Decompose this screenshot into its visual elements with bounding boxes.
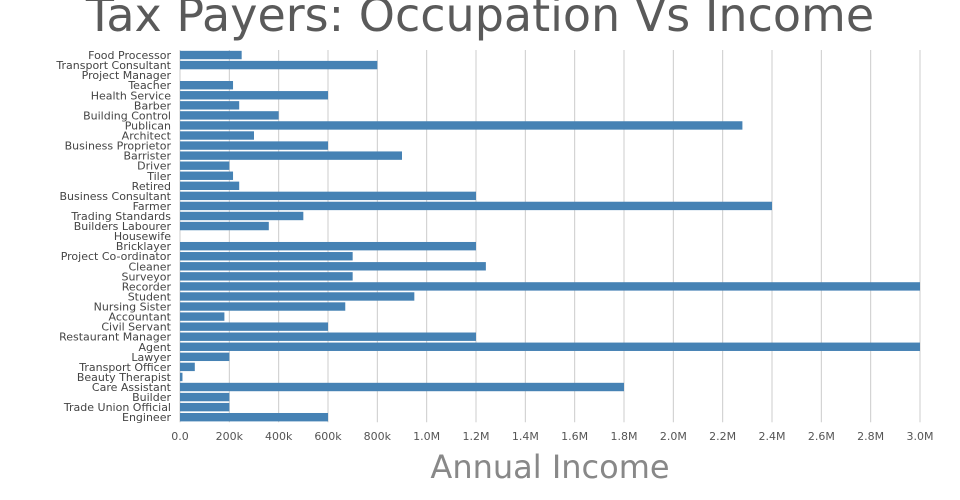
bar	[180, 412, 328, 422]
x-tick-label: 1.2M	[463, 430, 490, 443]
bar	[180, 332, 476, 341]
category-label: Recorder	[122, 280, 172, 293]
category-label: Student	[128, 290, 172, 303]
bar	[180, 131, 254, 140]
category-label: Cleaner	[128, 260, 171, 273]
bar	[180, 221, 269, 231]
category-label: Trading Standards	[70, 210, 171, 223]
bar	[180, 302, 346, 311]
x-tick-label: 600k	[314, 430, 342, 443]
category-label: Health Service	[91, 89, 172, 102]
category-label: Business Consultant	[60, 190, 172, 203]
bar	[180, 342, 920, 351]
category-label: Project Co-ordinator	[61, 250, 172, 263]
bar	[180, 121, 743, 130]
bar	[180, 372, 183, 382]
category-label: Builders Labourer	[74, 220, 172, 233]
bar	[180, 252, 353, 261]
bar	[180, 262, 486, 271]
category-label: Barber	[134, 99, 172, 112]
x-tick-label: 400k	[265, 430, 293, 443]
bar	[180, 111, 279, 120]
x-tick-labels: 0.0 200k 400k 600k 800k 1.0M 1.2M 1.4M 1.6M 1.8M 2…	[171, 430, 933, 443]
bar	[180, 181, 240, 191]
category-label: Trade Union Official	[63, 401, 171, 414]
category-label: Barrister	[123, 150, 171, 163]
bar	[180, 161, 230, 170]
x-tick-label: 3.0M	[907, 430, 934, 443]
x-tick-label: 2.2M	[709, 430, 736, 443]
category-label: Project Manager	[82, 69, 172, 82]
category-label: Publican	[125, 119, 171, 132]
category-label: Civil Servant	[101, 321, 171, 334]
bar	[180, 171, 234, 180]
category-label: Architect	[122, 130, 172, 143]
bar	[180, 282, 920, 291]
bar	[180, 322, 328, 331]
x-tick-label: 2.8M	[857, 430, 884, 443]
bar	[180, 50, 242, 60]
category-label: Nursing Sister	[94, 301, 172, 314]
category-label: Building Control	[83, 109, 171, 122]
bar	[180, 292, 415, 301]
category-label: Tiler	[146, 170, 171, 183]
bars	[180, 50, 920, 422]
category-label: Teacher	[127, 79, 171, 92]
x-tick-label: 2.6M	[808, 430, 835, 443]
gridlines	[179, 50, 921, 423]
category-label: Transport Officer	[78, 361, 171, 374]
x-tick-label: 2.4M	[759, 430, 786, 443]
x-axis-title: Annual Income	[430, 448, 670, 486]
category-label: Bricklayer	[116, 240, 172, 253]
x-tick-label: 0.0	[171, 430, 189, 443]
bar	[180, 402, 230, 412]
x-tick-label: 2.0M	[660, 430, 687, 443]
category-label: Farmer	[133, 200, 172, 213]
category-label: Housewife	[114, 230, 171, 243]
bar	[180, 81, 234, 90]
category-label: Care Assistant	[92, 381, 172, 394]
category-label: Accountant	[109, 311, 172, 324]
category-label: Transport Consultant	[55, 59, 171, 72]
category-label: Food Processor	[88, 49, 171, 62]
category-label: Retired	[132, 180, 171, 193]
category-label: Beauty Therapist	[77, 371, 172, 384]
bar	[180, 382, 624, 392]
bar	[180, 362, 195, 372]
bar	[180, 392, 230, 402]
bar	[180, 241, 476, 251]
bar	[180, 272, 353, 281]
bar	[180, 201, 772, 211]
category-label: Restaurant Manager	[59, 331, 171, 344]
bar	[180, 151, 402, 160]
category-label: Driver	[137, 160, 171, 173]
bar	[180, 191, 476, 201]
x-tick-label: 1.6M	[561, 430, 588, 443]
bar	[180, 141, 328, 150]
bar	[180, 352, 230, 362]
category-label: Lawyer	[131, 351, 171, 364]
bar	[180, 91, 328, 100]
category-label: Builder	[132, 391, 171, 404]
x-tick-label: 800k	[364, 430, 392, 443]
chart-title: Tax Payers: Occupation Vs Income	[85, 0, 875, 42]
category-label: Business Proprietor	[65, 140, 172, 153]
x-tick-label: 1.0M	[413, 430, 440, 443]
x-tick-label: 1.4M	[512, 430, 539, 443]
x-tick-label: 1.8M	[611, 430, 638, 443]
bar	[180, 101, 240, 110]
bar	[180, 60, 378, 70]
category-label: Agent	[138, 341, 171, 354]
x-tick-label: 200k	[216, 430, 244, 443]
bar	[180, 211, 304, 221]
bar	[180, 312, 225, 321]
category-label: Surveyor	[121, 270, 171, 283]
category-label: Engineer	[122, 411, 171, 424]
